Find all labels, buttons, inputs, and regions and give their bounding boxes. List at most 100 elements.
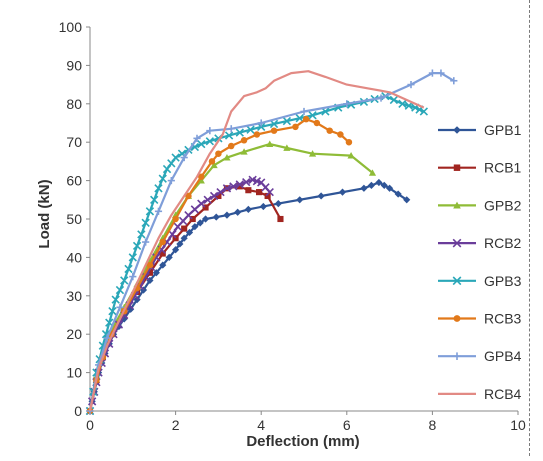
data-point-rcb3 bbox=[228, 142, 235, 150]
data-point-gpb1 bbox=[296, 196, 304, 204]
data-point-rcb2 bbox=[242, 177, 251, 187]
data-point-gpb4 bbox=[343, 100, 351, 108]
legend-marker bbox=[452, 238, 462, 248]
data-point-gpb3 bbox=[141, 218, 150, 228]
data-point-rcb2 bbox=[184, 210, 193, 220]
legend-label: RCB4 bbox=[484, 386, 522, 402]
series-lines bbox=[85, 69, 458, 416]
y-tick-label: 30 bbox=[66, 288, 82, 304]
data-point-rcb3 bbox=[146, 261, 154, 269]
series-gpb4 bbox=[86, 69, 458, 415]
data-point-gpb3 bbox=[132, 241, 142, 251]
series-line-gpb3 bbox=[88, 94, 425, 412]
data-point-gpb3 bbox=[205, 137, 215, 146]
data-point-gpb3 bbox=[128, 253, 137, 262]
data-point-rcb1 bbox=[215, 192, 222, 200]
data-point-gpb4 bbox=[437, 69, 445, 77]
data-point-rcb2 bbox=[265, 187, 274, 197]
data-point-gpb4 bbox=[428, 69, 436, 77]
data-point-gpb3 bbox=[404, 101, 414, 110]
data-point-gpb1 bbox=[317, 192, 325, 200]
y-tick-label: 10 bbox=[66, 365, 82, 381]
data-point-gpb3 bbox=[246, 125, 255, 134]
data-point-gpb1 bbox=[159, 261, 167, 269]
y-axis-title: Load (kN) bbox=[36, 179, 53, 248]
data-point-rcb1 bbox=[264, 192, 271, 200]
data-point-gpb1 bbox=[196, 219, 204, 227]
data-point-gpb4 bbox=[167, 177, 175, 185]
data-point-gpb3 bbox=[162, 164, 172, 174]
data-point-gpb1 bbox=[259, 202, 267, 211]
data-point-gpb3 bbox=[389, 95, 399, 105]
y-tick-label: 90 bbox=[66, 57, 82, 73]
data-point-rcb1 bbox=[256, 189, 263, 196]
x-tick-label: 6 bbox=[343, 417, 351, 433]
data-point-rcb1 bbox=[277, 215, 284, 223]
series-line-rcb4 bbox=[88, 70, 425, 412]
data-point-rcb1 bbox=[189, 215, 196, 223]
data-point-gpb1 bbox=[133, 296, 141, 304]
data-point-gpb2 bbox=[240, 148, 248, 155]
legend-label: RCB1 bbox=[484, 160, 522, 176]
legend-item-gpb1: GPB1 bbox=[438, 122, 522, 138]
data-point-gpb3 bbox=[295, 114, 304, 123]
data-point-rcb2 bbox=[197, 199, 206, 208]
data-point-gpb1 bbox=[223, 211, 231, 219]
data-point-gpb2 bbox=[197, 177, 205, 184]
legend-item-gpb3: GPB3 bbox=[438, 273, 522, 289]
data-point-rcb2 bbox=[168, 230, 177, 239]
data-point-gpb1 bbox=[172, 246, 180, 254]
data-point-gpb4 bbox=[300, 107, 308, 116]
legend-label: GPB2 bbox=[484, 197, 522, 213]
data-point-rcb3 bbox=[172, 215, 179, 223]
data-point-gpb1 bbox=[152, 269, 160, 277]
data-point-rcb1 bbox=[236, 183, 243, 190]
data-point-gpb1 bbox=[394, 190, 402, 198]
data-point-gpb1 bbox=[185, 228, 194, 237]
data-point-rcb3 bbox=[270, 127, 278, 134]
data-point-gpb4 bbox=[206, 127, 214, 135]
legend-marker bbox=[453, 126, 461, 134]
data-point-gpb1 bbox=[274, 200, 282, 208]
data-point-gpb1 bbox=[212, 213, 220, 221]
x-tick-label: 10 bbox=[510, 417, 526, 433]
data-point-gpb3 bbox=[154, 184, 163, 193]
legend-item-gpb2: GPB2 bbox=[438, 197, 522, 213]
legend-item-rcb1: RCB1 bbox=[438, 160, 522, 176]
y-tick-label: 70 bbox=[66, 134, 82, 150]
data-point-gpb4 bbox=[227, 125, 235, 133]
data-point-gpb3 bbox=[145, 207, 155, 216]
legend-label: GPB3 bbox=[484, 273, 522, 289]
y-tick-label: 0 bbox=[74, 403, 82, 419]
data-point-rcb3 bbox=[208, 158, 216, 165]
data-point-gpb4 bbox=[142, 238, 150, 246]
data-point-gpb1 bbox=[360, 184, 368, 192]
legend-item-gpb4: GPB4 bbox=[438, 348, 522, 364]
data-point-gpb3 bbox=[282, 116, 292, 126]
data-point-gpb1 bbox=[201, 215, 210, 223]
series-rcb4 bbox=[88, 70, 425, 412]
data-point-gpb1 bbox=[180, 234, 188, 242]
data-point-gpb3 bbox=[150, 195, 159, 204]
data-point-gpb1 bbox=[367, 181, 376, 189]
x-tick-label: 4 bbox=[257, 417, 265, 433]
series-rcb3 bbox=[86, 115, 353, 415]
legend-marker bbox=[452, 276, 462, 286]
data-point-gpb1 bbox=[244, 205, 252, 213]
legend-item-rcb2: RCB2 bbox=[438, 235, 522, 251]
data-point-gpb2 bbox=[223, 153, 231, 161]
data-point-gpb2 bbox=[283, 144, 291, 151]
legend: GPB1 RCB1 GPB2 RCB2 GPB3 RCB3 GPB4 RCB4 bbox=[438, 122, 522, 402]
data-point-gpb1 bbox=[234, 208, 242, 216]
y-tick-label: 50 bbox=[66, 211, 82, 227]
series-line-gpb4 bbox=[88, 71, 455, 412]
data-point-gpb4 bbox=[377, 94, 385, 102]
legend-marker bbox=[453, 315, 461, 322]
x-tick-label: 8 bbox=[429, 417, 437, 433]
data-point-gpb1 bbox=[120, 315, 128, 323]
legend-label: GPB4 bbox=[484, 348, 522, 364]
data-point-gpb3 bbox=[115, 285, 125, 295]
data-point-rcb3 bbox=[253, 131, 261, 138]
